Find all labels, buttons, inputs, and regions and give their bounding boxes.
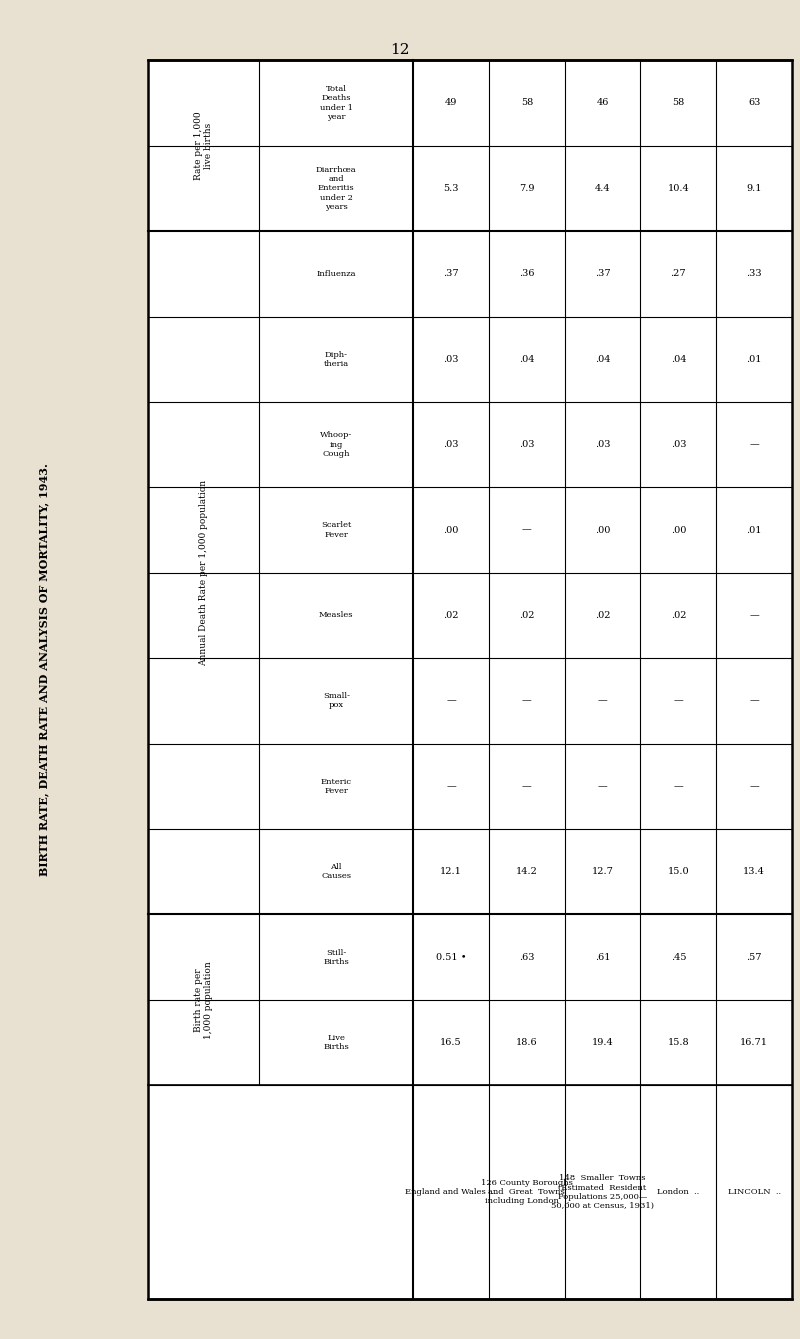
Text: .02: .02 bbox=[519, 611, 534, 620]
Text: .61: .61 bbox=[595, 952, 610, 961]
Text: .04: .04 bbox=[670, 355, 686, 364]
Text: .45: .45 bbox=[670, 952, 686, 961]
Text: —: — bbox=[674, 696, 683, 706]
Text: 9.1: 9.1 bbox=[746, 183, 762, 193]
Text: —: — bbox=[522, 782, 532, 791]
Text: All
Causes: All Causes bbox=[322, 864, 351, 880]
Text: 58: 58 bbox=[672, 99, 685, 107]
Text: —: — bbox=[522, 696, 532, 706]
Text: .63: .63 bbox=[519, 952, 534, 961]
Text: 14.2: 14.2 bbox=[516, 868, 538, 876]
Text: 13.4: 13.4 bbox=[743, 868, 765, 876]
Text: 4.4: 4.4 bbox=[594, 183, 610, 193]
Text: .03: .03 bbox=[595, 441, 610, 449]
Text: 46: 46 bbox=[597, 99, 609, 107]
Text: 15.8: 15.8 bbox=[667, 1038, 689, 1047]
Text: 58: 58 bbox=[521, 99, 533, 107]
Text: .37: .37 bbox=[594, 269, 610, 279]
Text: 12.1: 12.1 bbox=[440, 868, 462, 876]
Text: .03: .03 bbox=[670, 441, 686, 449]
Text: 148  Smaller  Towns
(Estimated  Resident
Populations 25,000—
50,000 at Census, 1: 148 Smaller Towns (Estimated Resident Po… bbox=[551, 1174, 654, 1210]
Text: London  ..: London .. bbox=[658, 1188, 699, 1196]
Text: 16.71: 16.71 bbox=[740, 1038, 768, 1047]
Text: England and Wales  ..: England and Wales .. bbox=[406, 1188, 497, 1196]
Text: .00: .00 bbox=[670, 526, 686, 534]
Text: Measles: Measles bbox=[319, 612, 354, 620]
Text: .04: .04 bbox=[519, 355, 534, 364]
Text: BIRTH RATE, DEATH RATE AND ANALYSIS OF MORTALITY, 1943.: BIRTH RATE, DEATH RATE AND ANALYSIS OF M… bbox=[38, 463, 50, 876]
Text: 7.9: 7.9 bbox=[519, 183, 534, 193]
Text: .01: .01 bbox=[746, 526, 762, 534]
Text: Still-
Births: Still- Births bbox=[323, 948, 349, 965]
Text: Birth rate per
1,000 population: Birth rate per 1,000 population bbox=[194, 961, 214, 1039]
Text: .03: .03 bbox=[519, 441, 534, 449]
Text: Annual Death Rate per 1,000 population: Annual Death Rate per 1,000 population bbox=[199, 479, 208, 665]
Text: —: — bbox=[446, 782, 456, 791]
Text: .57: .57 bbox=[746, 952, 762, 961]
Text: .37: .37 bbox=[443, 269, 459, 279]
Text: Scarlet
Fever: Scarlet Fever bbox=[321, 521, 351, 538]
Text: .00: .00 bbox=[595, 526, 610, 534]
Text: LINCOLN  ..: LINCOLN .. bbox=[727, 1188, 781, 1196]
Text: —: — bbox=[750, 696, 759, 706]
Text: 49: 49 bbox=[445, 99, 458, 107]
Text: 12: 12 bbox=[390, 43, 410, 56]
Text: 18.6: 18.6 bbox=[516, 1038, 538, 1047]
Text: .02: .02 bbox=[670, 611, 686, 620]
Text: 16.5: 16.5 bbox=[440, 1038, 462, 1047]
Text: Rate per 1,000
live births: Rate per 1,000 live births bbox=[194, 111, 214, 179]
Text: .01: .01 bbox=[746, 355, 762, 364]
Text: Small-
pox: Small- pox bbox=[322, 692, 350, 710]
Text: Diarrhœa
and
Enteritis
under 2
years: Diarrhœa and Enteritis under 2 years bbox=[316, 166, 357, 210]
Text: —: — bbox=[750, 611, 759, 620]
Text: .27: .27 bbox=[670, 269, 686, 279]
Text: Whoop-
ing
Cough: Whoop- ing Cough bbox=[320, 431, 353, 458]
Text: .03: .03 bbox=[443, 441, 459, 449]
Text: .02: .02 bbox=[595, 611, 610, 620]
Text: 10.4: 10.4 bbox=[667, 183, 690, 193]
Text: Enteric
Fever: Enteric Fever bbox=[321, 778, 352, 795]
Text: 63: 63 bbox=[748, 99, 760, 107]
Text: 126 County Boroughs
and  Great  Towns
including London  ..: 126 County Boroughs and Great Towns incl… bbox=[481, 1178, 573, 1205]
Text: 5.3: 5.3 bbox=[443, 183, 459, 193]
Text: Total
Deaths
under 1
year: Total Deaths under 1 year bbox=[320, 86, 353, 121]
Text: .02: .02 bbox=[443, 611, 459, 620]
Text: .36: .36 bbox=[519, 269, 534, 279]
Text: .00: .00 bbox=[443, 526, 458, 534]
Text: —: — bbox=[750, 441, 759, 449]
Text: —: — bbox=[446, 696, 456, 706]
Text: Live
Births: Live Births bbox=[323, 1034, 349, 1051]
Text: 0.51 •: 0.51 • bbox=[436, 952, 466, 961]
Text: —: — bbox=[598, 696, 607, 706]
Text: Influenza: Influenza bbox=[317, 269, 356, 277]
Text: .33: .33 bbox=[746, 269, 762, 279]
Text: .04: .04 bbox=[595, 355, 610, 364]
Text: 12.7: 12.7 bbox=[592, 868, 614, 876]
Text: 19.4: 19.4 bbox=[592, 1038, 614, 1047]
Text: 15.0: 15.0 bbox=[667, 868, 689, 876]
Text: —: — bbox=[598, 782, 607, 791]
Text: Diph-
theria: Diph- theria bbox=[324, 351, 349, 368]
Text: —: — bbox=[750, 782, 759, 791]
Text: —: — bbox=[674, 782, 683, 791]
Text: —: — bbox=[522, 526, 532, 534]
Text: .03: .03 bbox=[443, 355, 459, 364]
